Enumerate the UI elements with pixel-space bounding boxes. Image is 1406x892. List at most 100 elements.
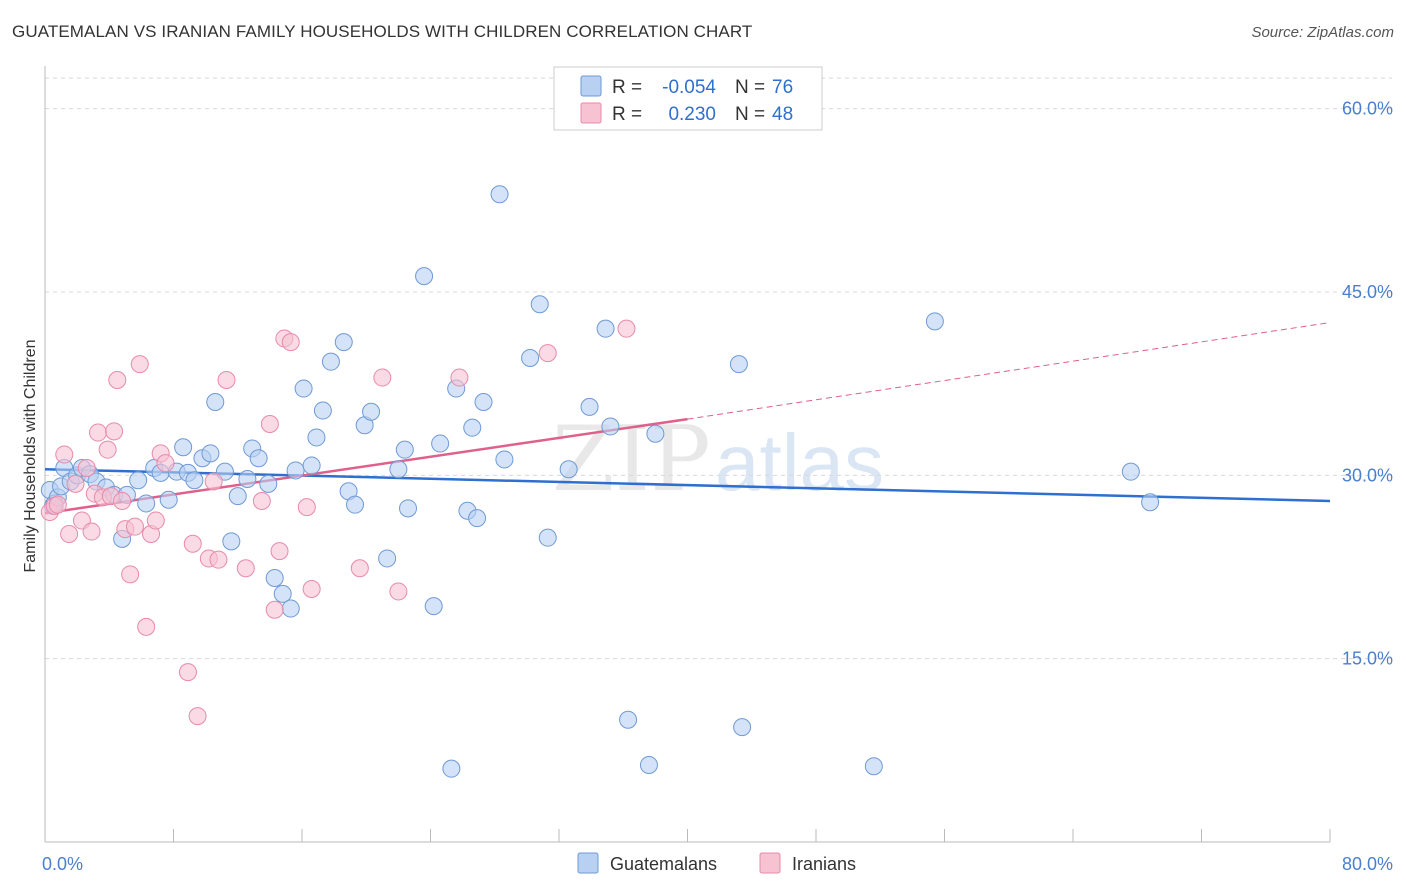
guatemalan-point [265, 569, 284, 587]
guatemalan-point [559, 460, 578, 479]
guatemalan-point [313, 401, 332, 420]
guatemalan-point [521, 349, 540, 367]
guatemalan-point [729, 355, 748, 374]
guatemalan-point [307, 428, 326, 447]
x-tick-label: 0.0% [42, 854, 83, 874]
y-tick-label: 15.0% [1342, 649, 1393, 669]
guatemalan-point [294, 379, 313, 398]
guatemalan-point [228, 487, 247, 506]
iranian-point [60, 525, 79, 543]
guatemalan-point [286, 461, 305, 480]
guatemalan-point [185, 471, 204, 490]
axes [44, 66, 1331, 843]
guatemalan-point [389, 460, 408, 479]
iranian-point [373, 368, 392, 387]
guatemalan-point [259, 474, 278, 493]
legend-n-value-1: 76 [772, 77, 793, 98]
chart-title: GUATEMALAN VS IRANIAN FAMILY HOUSEHOLDS … [12, 22, 753, 41]
guatemalan-point [206, 393, 225, 411]
guatemalan-point [137, 494, 156, 513]
iranian-trend-extension [687, 322, 1331, 420]
guatemalan-point [415, 267, 434, 286]
legend-swatch-iranians [580, 102, 602, 124]
guatemalan-point [424, 597, 443, 616]
guatemalan-point [201, 444, 220, 463]
legend-r-value-2: 0.230 [668, 104, 716, 125]
guatemalan-point [281, 599, 300, 618]
stats-legend: R = -0.054 N = 76 R = 0.230 N = 48 [553, 66, 823, 131]
iranian-point [297, 498, 316, 517]
watermark: ZIP atlas [552, 407, 884, 512]
guatemalan-point [321, 352, 340, 371]
series-legend-guatemalans: Guatemalans [610, 854, 717, 874]
guatemalan-point [530, 295, 549, 314]
iranian-point [260, 415, 279, 433]
y-tick-label: 30.0% [1342, 465, 1393, 485]
iranian-point [156, 454, 175, 473]
iranian-point [538, 344, 557, 363]
iranian-point [217, 371, 236, 389]
legend-r-label-2: R = [612, 104, 642, 125]
guatemalan-point [249, 449, 268, 468]
y-tick-label: 45.0% [1342, 282, 1393, 302]
iranian-point [113, 492, 132, 510]
iranian-point [125, 517, 144, 536]
guatemalan-point [442, 759, 461, 778]
iranian-point [204, 472, 223, 491]
iranian-point [188, 707, 207, 726]
legend-r-label-1: R = [612, 77, 642, 98]
guatemalan-point [864, 757, 883, 776]
guatemalan-point [1141, 493, 1160, 512]
guatemalan-point [431, 434, 450, 453]
legend-n-label-1: N = [735, 77, 765, 98]
guatemalan-point [222, 532, 241, 551]
data-points [40, 185, 1160, 778]
iranian-point [236, 559, 255, 578]
guatemalan-point [395, 440, 414, 459]
series-legend-iranians: Iranians [792, 854, 856, 874]
iranian-point [55, 445, 74, 464]
guatemalan-point [733, 718, 752, 737]
iranian-point [66, 474, 85, 493]
guatemalan-point [1121, 462, 1140, 481]
iranian-point [252, 492, 271, 510]
guatemalan-point [129, 471, 148, 490]
iranian-point [137, 617, 156, 636]
guatemalan-point [490, 185, 509, 204]
iranian-point [350, 559, 369, 578]
iranian-point [281, 333, 300, 352]
series-legend-swatch-iranians [759, 852, 781, 874]
legend-n-value-2: 48 [772, 104, 793, 125]
watermark-zip: ZIP [552, 407, 711, 512]
iranian-point [270, 542, 289, 561]
guatemalan-point [273, 584, 292, 603]
guatemalan-point [238, 470, 257, 488]
iranian-point [617, 319, 636, 338]
series-legend-swatch-guatemalans [577, 852, 599, 874]
guatemalan-trend-line [44, 467, 1331, 503]
iranian-point [209, 550, 228, 569]
guatemalan-point [334, 333, 353, 352]
guatemalan-point [925, 312, 944, 331]
x-tick-label: 80.0% [1342, 854, 1393, 874]
guatemalan-point [302, 456, 321, 475]
guatemalan-point [399, 499, 418, 518]
source-credit: Source: ZipAtlas.com [1251, 24, 1394, 41]
iranian-point [82, 522, 101, 541]
legend-swatch-guatemalans [580, 75, 602, 97]
iranian-point [389, 582, 408, 601]
iranian-point [302, 580, 321, 598]
guatemalan-point [346, 495, 365, 514]
y-axis-label: Family Households with Children [22, 340, 39, 573]
guatemalan-point [468, 509, 487, 528]
iranian-point [48, 495, 67, 514]
guatemalan-point [378, 549, 397, 568]
iranian-point [108, 371, 127, 389]
iranian-point [105, 422, 124, 441]
y-tick-label: 60.0% [1342, 99, 1393, 119]
guatemalan-point [596, 319, 615, 338]
iranian-point [265, 600, 284, 619]
legend-r-value-1: -0.054 [662, 77, 716, 98]
guatemalan-point [601, 417, 620, 436]
